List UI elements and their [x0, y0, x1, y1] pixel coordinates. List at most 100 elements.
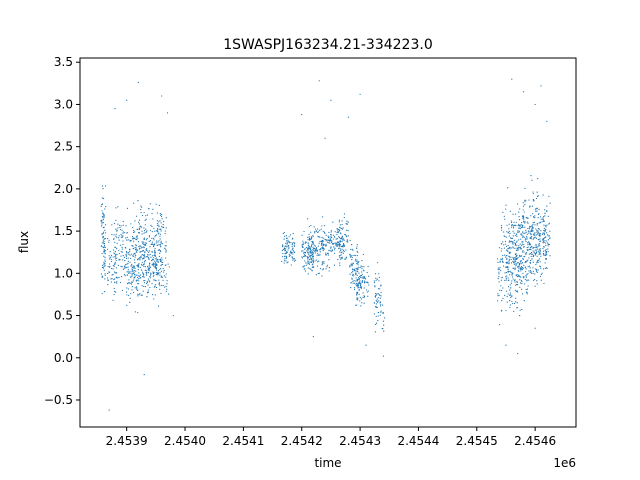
data-point [513, 259, 515, 261]
data-point [113, 287, 115, 290]
data-point [160, 214, 162, 216]
data-point [102, 222, 104, 224]
data-point [148, 268, 150, 270]
data-point [365, 289, 368, 291]
data-point [103, 238, 105, 240]
data-point [165, 290, 167, 292]
data-point [331, 236, 333, 239]
data-point [153, 239, 155, 241]
data-point [544, 262, 546, 264]
data-point [147, 291, 149, 293]
data-point [308, 236, 310, 238]
chart-title: 1SWASPJ163234.21-334223.0 [223, 37, 432, 53]
data-point [137, 278, 140, 280]
data-point [356, 283, 358, 285]
data-point [526, 246, 528, 249]
data-point [104, 250, 107, 252]
data-point [326, 252, 329, 255]
data-point [503, 244, 505, 246]
data-point [126, 274, 128, 276]
data-point [531, 253, 533, 255]
data-point [501, 248, 503, 250]
data-point [117, 223, 119, 225]
data-point [333, 252, 336, 254]
y-axis-ticks: −0.50.00.51.01.52.02.53.03.5 [44, 55, 80, 407]
data-point [159, 274, 161, 276]
data-point [112, 264, 114, 267]
data-point [323, 231, 326, 233]
data-point [547, 250, 549, 253]
data-point [536, 280, 538, 282]
data-point [320, 248, 322, 250]
data-point [505, 279, 507, 281]
data-point [545, 226, 547, 228]
data-point [340, 252, 342, 254]
data-point [379, 297, 382, 299]
data-point [350, 281, 352, 284]
data-point [549, 237, 551, 239]
data-point [519, 227, 521, 229]
data-point [135, 250, 138, 252]
data-point [508, 228, 510, 230]
data-point [528, 232, 530, 234]
data-point [128, 272, 131, 274]
data-point [542, 217, 544, 219]
data-point [304, 252, 306, 254]
data-point [532, 250, 534, 252]
data-point [302, 242, 305, 244]
y-axis-label: flux [17, 231, 31, 253]
data-point [544, 254, 546, 257]
data-point [113, 271, 116, 273]
data-point [504, 272, 506, 274]
data-point [538, 245, 540, 247]
data-point [514, 247, 516, 249]
data-point [156, 229, 159, 231]
data-point [134, 248, 137, 251]
data-point [310, 268, 312, 270]
data-point [363, 287, 365, 289]
data-point [285, 235, 287, 237]
data-point [148, 254, 150, 256]
data-point [538, 239, 540, 241]
data-point [133, 253, 135, 255]
x-tick-label: 2.4540 [164, 434, 206, 448]
data-point [134, 237, 136, 239]
data-point [510, 220, 513, 222]
data-point [311, 240, 313, 243]
data-point [127, 262, 129, 265]
data-point [162, 220, 165, 223]
data-point [518, 245, 520, 247]
data-point [504, 235, 506, 237]
data-point [115, 267, 117, 269]
data-point [543, 237, 545, 240]
data-point [512, 227, 515, 229]
data-point [338, 228, 340, 231]
data-point [310, 252, 312, 254]
data-point [347, 221, 349, 223]
data-point [172, 314, 174, 317]
data-point [517, 225, 519, 227]
data-point [282, 256, 284, 258]
data-point [301, 243, 303, 245]
data-point [285, 252, 287, 255]
data-point [145, 282, 148, 284]
x-tick-label: 2.4539 [106, 434, 148, 448]
data-point [360, 287, 363, 289]
data-point [323, 248, 325, 250]
data-point [309, 248, 311, 250]
data-point [527, 227, 529, 230]
data-point [132, 231, 135, 234]
data-point [511, 237, 514, 239]
data-point [505, 272, 508, 274]
data-point [521, 243, 523, 245]
data-point [345, 223, 347, 225]
data-point [141, 294, 143, 296]
data-point [132, 270, 134, 272]
data-point [133, 272, 135, 274]
data-point [518, 262, 521, 265]
data-point [310, 246, 313, 248]
data-point [532, 247, 534, 249]
data-point [355, 282, 358, 284]
data-point [159, 252, 161, 254]
data-point [505, 277, 507, 280]
